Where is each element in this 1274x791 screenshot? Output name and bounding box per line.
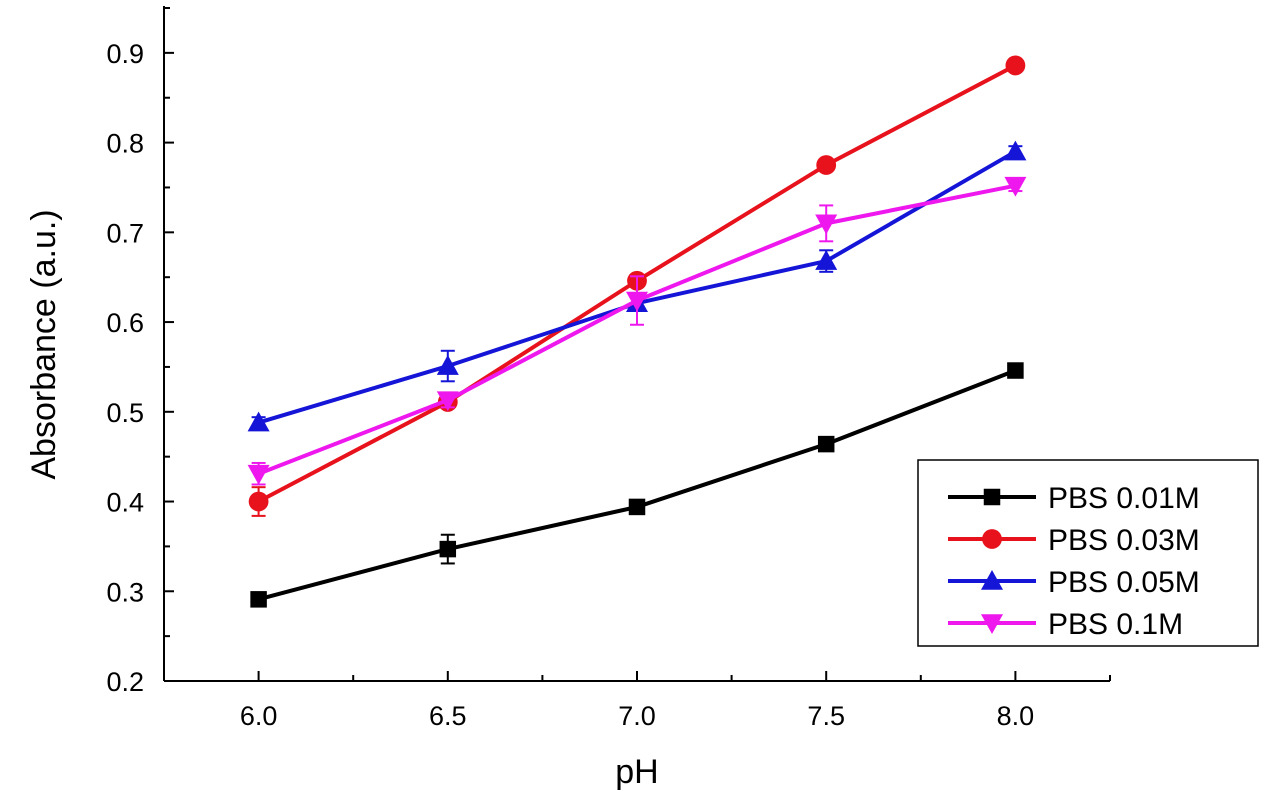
data-point <box>816 155 837 175</box>
legend-marker <box>983 488 1001 506</box>
data-point <box>815 214 838 235</box>
data-point <box>250 591 267 608</box>
data-point <box>248 491 269 512</box>
series-4 <box>247 176 1027 486</box>
legend-item: PBS 0.01M <box>948 482 1200 515</box>
series-line <box>258 368 1017 602</box>
data-point <box>439 540 457 558</box>
data-point <box>1005 55 1026 76</box>
data-point <box>815 250 838 270</box>
data-point <box>1004 176 1027 197</box>
series-line <box>257 183 1016 476</box>
data-point <box>626 291 648 312</box>
series-layer <box>247 55 1027 608</box>
legend-marker <box>981 614 1003 634</box>
data-point <box>817 435 835 453</box>
data-point <box>628 498 646 516</box>
y-tick-label: 0.8 <box>106 129 144 159</box>
axes: 0.2 0.3 0.4 0.5 0.6 0.7 0.8 0.9 6.0 6.5 7.0 7.5 8.0 <box>106 6 1111 731</box>
y-tick-label: 0.7 <box>106 218 144 248</box>
data-point <box>436 355 459 375</box>
legend-label: PBS 0.03M <box>1048 524 1200 557</box>
y-tick-label: 0.5 <box>106 398 144 428</box>
data-point <box>436 391 459 412</box>
data-point <box>247 411 270 432</box>
legend-item: PBS 0.1M <box>948 608 1183 641</box>
data-point <box>1007 362 1024 379</box>
data-point <box>247 464 270 485</box>
y-axis-title: Absorbance (a.u.) <box>25 209 63 479</box>
y-tick-label: 0.4 <box>106 488 144 518</box>
y-tick-label: 0.2 <box>106 667 144 697</box>
legend-marker <box>982 529 1002 549</box>
x-tick-label: 7.5 <box>807 701 845 731</box>
x-tick-label: 6.5 <box>429 701 467 731</box>
legend: PBS 0.01M PBS 0.03M PBS 0.05M PBS 0.1M <box>917 459 1259 647</box>
legend-box <box>917 459 1259 647</box>
data-point <box>1004 140 1027 161</box>
x-tick-label: 7.0 <box>618 701 656 731</box>
x-axis-title: pH <box>615 753 658 791</box>
y-tick-label: 0.9 <box>106 39 144 69</box>
legend-marker <box>981 570 1003 590</box>
x-tick-label: 6.0 <box>240 701 278 731</box>
legend-label: PBS 0.1M <box>1048 608 1183 641</box>
series-1 <box>250 362 1024 608</box>
y-tick-label: 0.6 <box>106 308 144 338</box>
legend-item: PBS 0.03M <box>948 524 1200 557</box>
legend-label: PBS 0.01M <box>1048 482 1200 515</box>
legend-item: PBS 0.05M <box>948 566 1200 599</box>
y-tick-label: 0.3 <box>106 577 144 607</box>
legend-label: PBS 0.05M <box>1048 566 1200 599</box>
x-tick-label: 8.0 <box>997 701 1035 731</box>
